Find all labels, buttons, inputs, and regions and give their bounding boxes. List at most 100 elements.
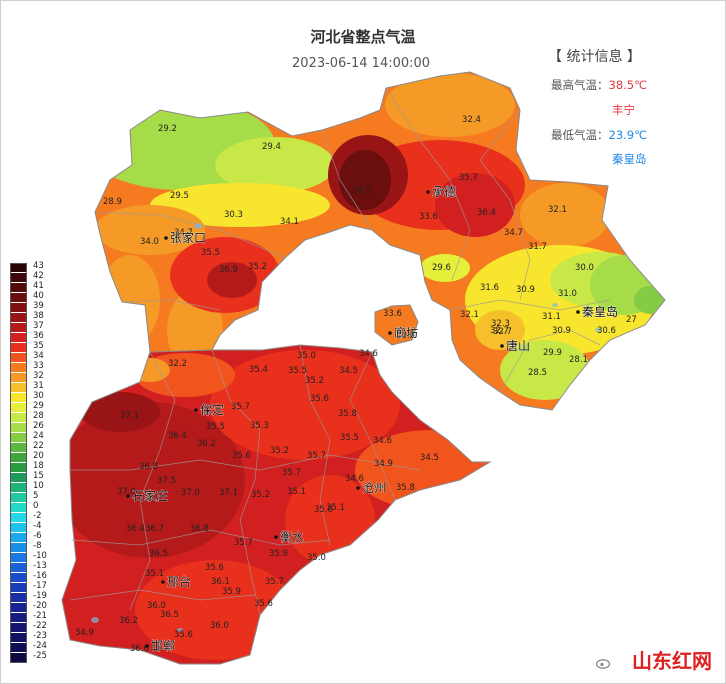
- legend-swatch: [10, 333, 27, 343]
- legend-label: 40: [33, 291, 44, 301]
- station-temp: 33.6: [419, 212, 438, 222]
- legend-label: 20: [33, 451, 44, 461]
- station-temp: 29.9: [543, 348, 562, 358]
- legend-swatch: [10, 263, 27, 273]
- station-temp: 28.1: [569, 355, 588, 365]
- legend-label: 39: [33, 301, 44, 311]
- legend-swatch: [10, 633, 27, 643]
- city-label: 唐山: [506, 338, 530, 353]
- station-temp: 35.8: [396, 483, 415, 493]
- city-marker: [145, 644, 149, 648]
- legend-label: 29: [33, 401, 44, 411]
- station-temp: 32.1: [460, 310, 479, 320]
- city-label: 廊坊: [394, 325, 418, 340]
- legend-swatch: [10, 353, 27, 363]
- station-temp: 35.5: [201, 248, 220, 258]
- legend-label: 24: [33, 431, 44, 441]
- station-temp: 29.6: [432, 263, 451, 273]
- station-temp: 30.3: [224, 210, 243, 220]
- stats-heading: 【 统计信息 】: [548, 49, 641, 65]
- legend-label: 15: [33, 471, 44, 481]
- station-temp: 35.6: [205, 563, 224, 573]
- station-temp: 35.1: [145, 569, 164, 579]
- city-marker: [126, 494, 130, 498]
- legend-swatch: [10, 573, 27, 583]
- station-temp: 35.2: [270, 446, 289, 456]
- legend-swatch: [10, 513, 27, 523]
- legend-label: -22: [33, 621, 47, 631]
- station-temp: 35.8: [338, 409, 357, 419]
- legend-swatch: [10, 653, 27, 663]
- city-label: 衡水: [280, 530, 304, 544]
- station-temp: 36.9: [219, 265, 238, 275]
- station-temp: 37.1: [120, 411, 139, 421]
- legend-label: 36: [33, 331, 44, 341]
- station-temp: 35.6: [310, 394, 329, 404]
- legend-label: -10: [33, 551, 47, 561]
- station-temp: 35.4: [249, 365, 268, 375]
- legend-swatch: [10, 483, 27, 493]
- legend-swatch: [10, 323, 27, 333]
- legend-label: -25: [33, 651, 47, 661]
- legend-label: 41: [33, 281, 44, 291]
- legend-swatch: [10, 493, 27, 503]
- station-temp: 35.6: [174, 630, 193, 640]
- city-marker: [576, 310, 580, 314]
- station-temp: 34.1: [280, 217, 299, 227]
- legend-swatch: [10, 363, 27, 373]
- legend-label: -24: [33, 641, 47, 651]
- reservoirs: [91, 223, 601, 632]
- station-temp: 34.9: [374, 459, 393, 469]
- city-marker: [274, 535, 278, 539]
- station-temp: 35.3: [250, 421, 269, 431]
- city-marker: [164, 236, 168, 240]
- station-temp: 34.6: [373, 436, 392, 446]
- station-temp: 36.2: [197, 439, 216, 449]
- station-temp: 36.7: [145, 524, 164, 534]
- station-temp: 34.6: [359, 349, 378, 359]
- legend-label: -21: [33, 611, 47, 621]
- legend-label: 43: [33, 261, 44, 271]
- station-temp: 34.6: [345, 474, 364, 484]
- map-datetime: 2023-06-14 14:00:00: [292, 56, 431, 71]
- station-temp: 36.4: [126, 524, 145, 534]
- station-temp: 30.0: [575, 263, 594, 273]
- legend-label: 33: [33, 361, 44, 371]
- station-temp: 35.6: [232, 451, 251, 461]
- legend-swatch: [10, 503, 27, 513]
- city-label: 承德: [432, 184, 456, 199]
- legend-swatch: [10, 533, 27, 543]
- city-marker: [426, 190, 430, 194]
- stats-min-station: 秦皇岛: [612, 152, 647, 166]
- legend-label: 26: [33, 421, 44, 431]
- station-temp: 36.4: [477, 208, 496, 218]
- station-temp: 35.7: [459, 173, 478, 183]
- stats-min-value: 23.9℃: [608, 128, 648, 142]
- station-temp: 35.9: [269, 549, 288, 559]
- station-temp: 29.2: [158, 124, 177, 134]
- city-label: 沧州: [362, 480, 386, 495]
- station-temp: 36.6: [130, 644, 149, 654]
- station-temp: 34.5: [420, 453, 439, 463]
- legend-label: 37: [33, 321, 44, 331]
- legend-swatch: [10, 553, 27, 563]
- station-temp: 36.0: [210, 621, 229, 631]
- station-temp: 35.2: [305, 376, 324, 386]
- legend-label: -23: [33, 631, 47, 641]
- city-marker: [356, 486, 360, 490]
- legend-border: [10, 263, 27, 663]
- station-temp: 36.4: [168, 431, 187, 441]
- station-temp: 35.1: [326, 503, 345, 513]
- legend-swatch: [10, 543, 27, 553]
- legend-swatch: [10, 293, 27, 303]
- legend-swatch: [10, 433, 27, 443]
- legend-label: -13: [33, 561, 47, 571]
- legend-label: -2: [33, 511, 42, 521]
- legend-swatch: [10, 593, 27, 603]
- station-temp: 32.3: [491, 319, 510, 329]
- legend-swatch: [10, 393, 27, 403]
- station-temp: 31.7: [528, 242, 547, 252]
- southern-plain-region: [61, 344, 492, 665]
- station-temp: 36.1: [211, 577, 230, 587]
- legend-label: 35: [33, 341, 44, 351]
